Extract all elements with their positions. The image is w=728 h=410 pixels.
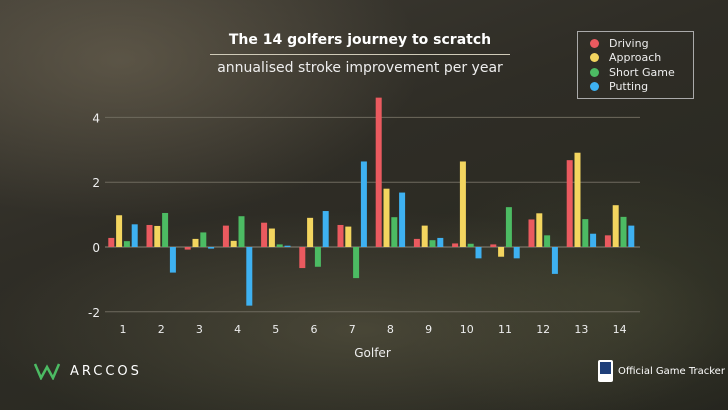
legend-swatch-icon (590, 67, 599, 77)
bar-approach (498, 247, 505, 257)
legend-swatch-icon (590, 53, 599, 63)
x-tick-label: 2 (158, 323, 165, 336)
bar-driving (184, 247, 191, 250)
bar-approach (536, 213, 543, 247)
arccos-logo: ARCCOS (34, 362, 142, 380)
x-tick-label: 12 (536, 323, 550, 336)
bar-driving (375, 97, 382, 247)
x-tick-label: 10 (460, 323, 474, 336)
bar-short-game (276, 244, 283, 247)
y-tick-label: 4 (92, 111, 100, 125)
chart-subtitle: annualised stroke improvement per year (217, 60, 503, 76)
chart-title: The 14 golfers journey to scratch (228, 32, 492, 48)
y-tick-label: 2 (92, 176, 100, 190)
x-tick-label: 14 (613, 323, 627, 336)
bar-short-game (544, 235, 551, 247)
bar-short-game (314, 247, 321, 267)
x-tick-label: 1 (120, 323, 127, 336)
bar-putting (322, 211, 329, 247)
legend-label: Putting (609, 80, 649, 94)
legend-label: Short Game (609, 65, 675, 79)
legend-item: Putting (590, 80, 693, 95)
bar-driving (299, 247, 306, 269)
bar-putting (399, 192, 406, 247)
bar-approach (230, 240, 237, 247)
bar-approach (421, 225, 428, 247)
bar-approach (574, 152, 581, 247)
bar-short-game (620, 216, 627, 247)
bar-short-game (505, 207, 512, 247)
bar-putting (437, 237, 444, 247)
x-tick-label: 8 (387, 323, 394, 336)
x-tick-label: 4 (234, 323, 241, 336)
bar-driving (108, 237, 115, 247)
legend-item: Approach (590, 51, 693, 66)
tracker-text: Official Game Tracker (618, 365, 725, 377)
legend-label: Approach (609, 51, 662, 65)
bar-putting (551, 247, 558, 274)
bar-putting (360, 161, 367, 247)
bar-driving (452, 243, 459, 247)
legend-swatch-icon (590, 82, 599, 92)
bar-approach (459, 161, 466, 247)
legend-label: Driving (609, 36, 649, 50)
bar-driving (261, 222, 268, 247)
bar-putting (475, 247, 482, 259)
legend: Driving Approach Short Game Putting (577, 31, 694, 99)
y-tick-label: 0 (92, 241, 100, 255)
bar-short-game (391, 217, 398, 247)
bar-putting (628, 225, 635, 247)
x-axis-label: Golfer (354, 346, 391, 360)
bar-putting (246, 247, 253, 306)
bar-short-game (353, 247, 360, 279)
bar-driving (146, 224, 153, 247)
bar-approach (116, 215, 123, 247)
bar-putting (513, 247, 520, 259)
title-divider (210, 54, 510, 55)
logo-text: ARCCOS (70, 363, 142, 379)
bar-driving (337, 224, 344, 247)
bar-putting (131, 224, 138, 247)
bar-approach (268, 228, 275, 247)
bar-driving (528, 219, 535, 247)
bar-putting (284, 245, 291, 247)
x-tick-label: 13 (574, 323, 588, 336)
bar-approach (383, 188, 390, 247)
pga-tour-icon (598, 360, 613, 382)
x-tick-label: 5 (272, 323, 279, 336)
bar-short-game (467, 243, 474, 247)
legend-swatch-icon (590, 38, 599, 48)
y-tick-label: -2 (88, 306, 100, 320)
bar-short-game (123, 241, 130, 247)
x-tick-label: 9 (425, 323, 432, 336)
bar-putting (208, 247, 215, 249)
legend-item: Driving (590, 36, 693, 51)
bar-driving (604, 235, 611, 247)
bar-approach (345, 226, 352, 247)
bar-approach (192, 238, 199, 247)
x-tick-label: 6 (311, 323, 318, 336)
x-tick-label: 7 (349, 323, 356, 336)
bar-approach (154, 225, 161, 247)
bar-short-game (429, 240, 436, 247)
bar-driving (413, 238, 420, 247)
bar-driving (222, 225, 229, 247)
x-tick-label: 11 (498, 323, 512, 336)
bar-driving (566, 160, 573, 247)
bar-approach (307, 217, 314, 247)
bar-short-game (582, 219, 589, 247)
bar-putting (169, 247, 176, 273)
bar-short-game (238, 216, 245, 247)
bar-driving (490, 244, 497, 247)
x-tick-label: 3 (196, 323, 203, 336)
bar-approach (612, 205, 619, 247)
legend-item: Short Game (590, 65, 693, 80)
bar-short-game (162, 212, 169, 247)
bar-short-game (200, 232, 207, 247)
bar-putting (590, 233, 597, 247)
pga-tour-tracker: Official Game Tracker (598, 360, 725, 382)
arccos-w-icon (34, 363, 60, 380)
